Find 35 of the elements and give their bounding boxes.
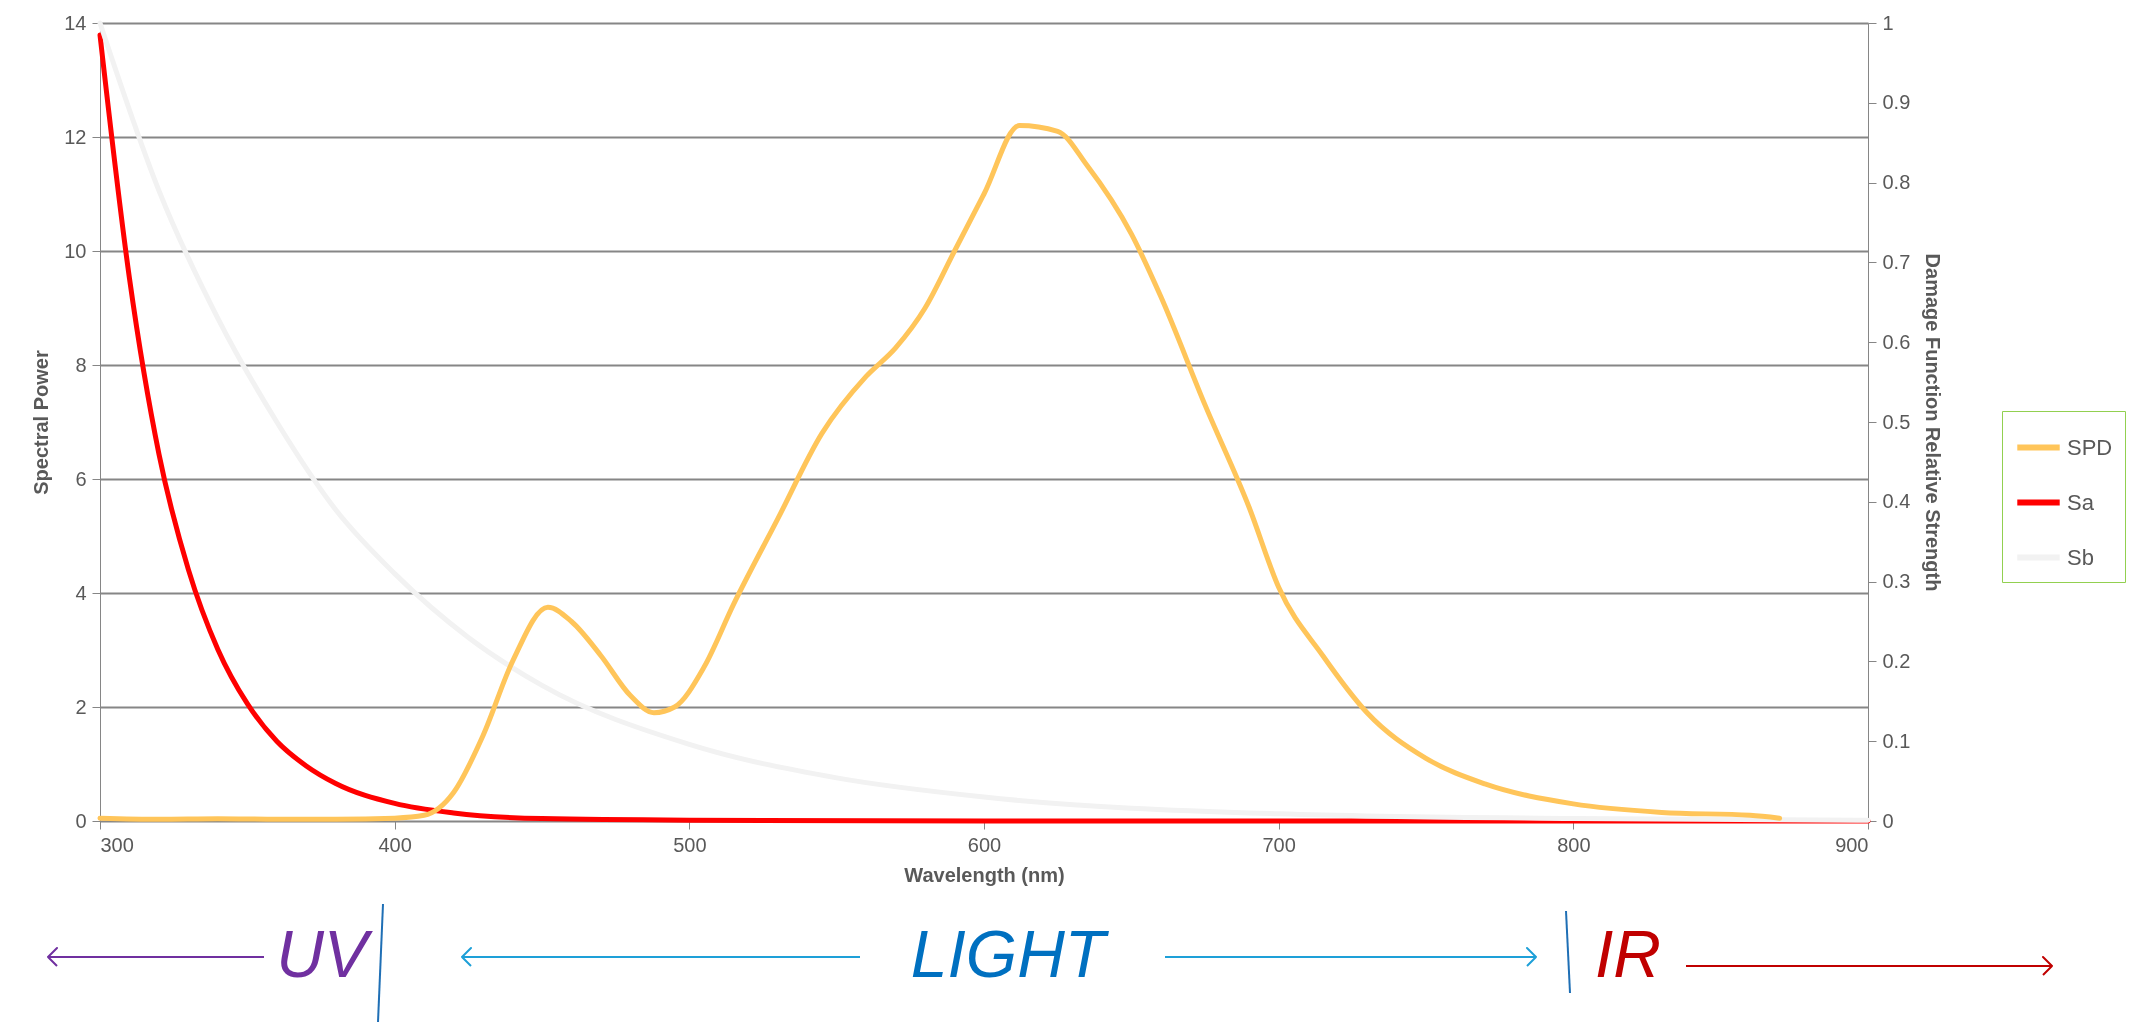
- y-tick-label: 2: [75, 695, 87, 718]
- y2-axis-title: Damage Function Relative Strength: [1922, 253, 1945, 592]
- y-axis-title: Spectral Power: [30, 350, 53, 495]
- x-tick-label: 700: [1262, 833, 1296, 856]
- x-tick-label: 900: [1835, 833, 1869, 856]
- y2-tick-label: 0.9: [1882, 91, 1911, 114]
- y2-tick-label: 1: [1882, 11, 1894, 34]
- x-tick-label: 500: [673, 833, 707, 856]
- y2-tick-label: 0: [1882, 809, 1894, 832]
- y-tick-label: 0: [75, 809, 87, 832]
- x-tick-label: 600: [967, 833, 1002, 856]
- text: LIGHT: [910, 917, 1110, 991]
- y-tick-label: 4: [75, 581, 87, 604]
- legend-label: Sb: [2067, 544, 2094, 570]
- text: IR: [1595, 917, 1661, 991]
- y2-tick-label: 0.5: [1882, 410, 1911, 433]
- y2-tick-label: 0.6: [1882, 330, 1911, 353]
- y2-tick-label: 0.4: [1882, 490, 1911, 513]
- x-tick-label: 400: [378, 833, 412, 856]
- y-tick-label: 8: [75, 353, 87, 376]
- y2-tick-label: 0.2: [1882, 649, 1911, 672]
- x-axis-title: Wavelength (nm): [904, 863, 1065, 886]
- y2-tick-label: 0.8: [1882, 171, 1911, 194]
- y2-tick-label: 0.7: [1882, 250, 1911, 273]
- y-tick-label: 10: [64, 239, 87, 262]
- x-tick-label: 800: [1557, 833, 1591, 856]
- text: UV: [276, 917, 374, 991]
- y-tick-label: 14: [64, 11, 87, 34]
- y-tick-label: 6: [75, 467, 87, 490]
- y2-tick-label: 0.3: [1882, 570, 1911, 593]
- x-tick-label: 300: [100, 833, 134, 856]
- legend-label: Sa: [2067, 489, 2095, 515]
- legend-label: SPD: [2067, 434, 2113, 460]
- y2-tick-label: 0.1: [1882, 729, 1911, 752]
- y-tick-label: 12: [64, 125, 87, 148]
